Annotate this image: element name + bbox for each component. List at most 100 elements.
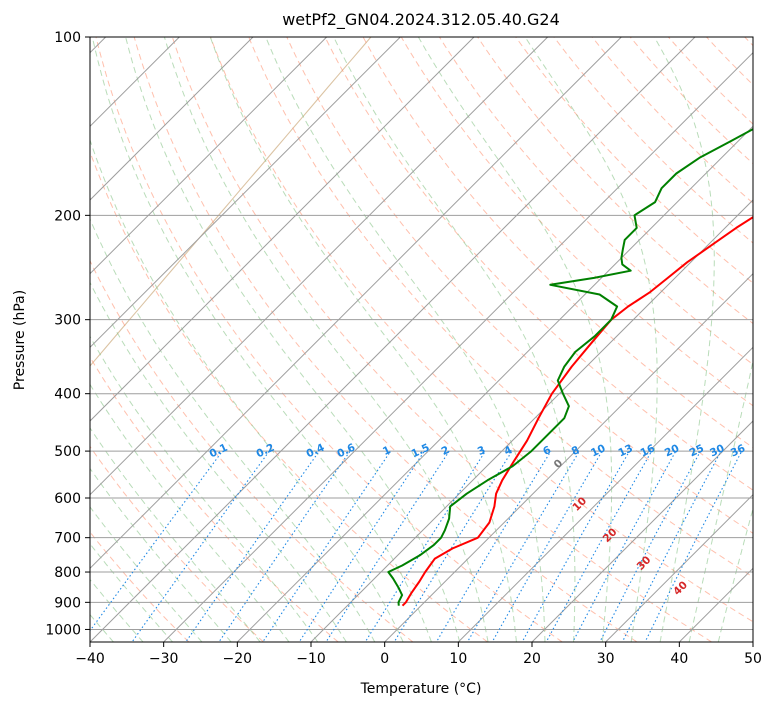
dry-adiabat-line <box>210 37 753 623</box>
mixing-ratio-line <box>599 450 701 642</box>
mixing-ratio-line <box>572 450 677 642</box>
dewpoint-profile-line <box>387 127 753 606</box>
x-tick-label: 0 <box>380 651 389 667</box>
mixing-ratio-line <box>644 450 743 642</box>
moist-adiabat-line <box>524 37 658 642</box>
reference-curve <box>90 37 372 367</box>
dry-adiabat-line <box>744 37 753 47</box>
x-tick-label: 10 <box>449 651 467 667</box>
y-tick-label: 1000 <box>45 622 81 638</box>
mixing-ratio-line <box>298 450 425 642</box>
mixing-ratio-label: 16 <box>639 442 657 459</box>
dry-adiabat-line <box>668 37 753 125</box>
dry-adiabat-line <box>515 37 753 284</box>
mixing-ratio-label: 8 <box>570 444 582 458</box>
dry-adiabat-line <box>171 37 712 642</box>
mixing-ratio-line <box>90 450 223 632</box>
y-tick-label: 600 <box>54 491 81 507</box>
moist-adiabat-line <box>333 37 576 642</box>
temperature-profile-line <box>401 216 753 607</box>
mixing-ratio-line <box>393 450 513 642</box>
moist-adiabat-line <box>265 37 546 642</box>
mixing-ratio-line <box>466 450 580 642</box>
mixing-ratio-label: 4 <box>502 444 514 458</box>
mixing-ratio-label: 1 <box>381 444 393 458</box>
mixing-ratio-label: 3 <box>476 444 488 458</box>
mixing-ratio-label: 0.1 <box>208 442 230 461</box>
moist-adiabat-line <box>90 578 144 642</box>
moist-adiabat-line <box>90 281 347 642</box>
mixing-ratio-label: 10 <box>589 442 607 459</box>
y-axis-label: Pressure (hPa) <box>12 290 28 390</box>
mixing-ratio-line <box>435 450 552 642</box>
isotherm-line <box>605 493 753 642</box>
isotherm-line <box>163 51 753 642</box>
y-tick-label: 800 <box>54 565 81 581</box>
mixing-ratio-label: 6 <box>541 444 553 458</box>
isotherm-line <box>90 37 622 570</box>
mixing-ratio-label: 1.5 <box>410 442 432 461</box>
dry-adiabat-line <box>438 37 753 365</box>
y-tick-label: 900 <box>54 595 81 611</box>
isotherm-line <box>90 37 475 422</box>
dry-adiabat-line <box>477 37 753 325</box>
dry-adiabat-line <box>629 37 753 165</box>
dry-adiabat-line <box>95 37 563 642</box>
moist-adiabat-line <box>91 37 432 642</box>
dry-adiabat-line <box>90 259 414 642</box>
isotherm-line <box>90 37 549 496</box>
isotherm-line <box>531 420 753 642</box>
mixing-ratio-label: 30 <box>708 442 726 459</box>
moist-adiabat-line <box>90 467 232 642</box>
y-tick-label: 700 <box>54 531 81 547</box>
moist-adiabat-line <box>688 358 753 642</box>
y-tick-label: 500 <box>54 444 81 460</box>
mixing-ratio-line <box>621 450 722 642</box>
mixing-ratio-line <box>521 450 630 642</box>
mixing-ratio-line <box>325 450 450 642</box>
x-tick-label: −10 <box>296 651 326 667</box>
moist-adiabat-line <box>163 37 489 642</box>
x-tick-label: −30 <box>149 651 179 667</box>
mixing-ratio-label: 13 <box>616 442 634 459</box>
y-tick-label: 300 <box>54 313 81 329</box>
mixing-ratio-line <box>218 450 351 642</box>
moist-adiabat-line <box>209 37 517 642</box>
y-tick-label: 400 <box>54 387 81 403</box>
plot-frame <box>89 36 754 643</box>
moist-adiabat-line <box>90 335 319 642</box>
moist-adiabat-line <box>125 37 461 642</box>
x-tick-label: 30 <box>597 651 615 667</box>
dry-adiabat-line <box>324 37 753 491</box>
moist-adiabat-line <box>653 37 715 642</box>
dry-adiabat-line <box>90 445 264 642</box>
isotherm-line <box>457 346 753 642</box>
dry-adiabat-line <box>248 37 753 578</box>
moist-adiabat-label: 0 <box>552 457 566 471</box>
isotherm-line <box>752 641 753 642</box>
isotherm-line <box>384 272 753 642</box>
x-axis-label: Temperature (°C) <box>360 681 482 697</box>
mixing-ratio-label: 25 <box>688 442 706 459</box>
mixing-ratio-label: 0.4 <box>304 442 326 461</box>
moist-adiabat-label: 30 <box>635 554 654 573</box>
moist-adiabat-line <box>90 383 290 642</box>
mixing-ratio-line <box>545 450 653 642</box>
x-tick-label: −20 <box>223 651 253 667</box>
x-tick-label: 20 <box>523 651 541 667</box>
dry-adiabat-line <box>90 150 488 642</box>
isotherm-line <box>90 37 328 275</box>
moist-adiabat-line <box>90 138 404 642</box>
isotherm-line <box>90 37 401 349</box>
dry-adiabat-line <box>400 37 753 407</box>
y-tick-label: 200 <box>54 208 81 224</box>
dry-adiabat-line <box>591 37 753 204</box>
moist-adiabat-line <box>90 542 173 642</box>
mixing-ratio-label: 20 <box>663 442 681 459</box>
mixing-ratio-line <box>131 450 270 642</box>
dry-adiabat-line <box>90 531 190 642</box>
x-tick-label: 40 <box>670 651 688 667</box>
mixing-ratio-line <box>364 450 486 642</box>
mixing-ratio-label: 2 <box>440 444 452 458</box>
dry-adiabat-line <box>133 37 638 642</box>
